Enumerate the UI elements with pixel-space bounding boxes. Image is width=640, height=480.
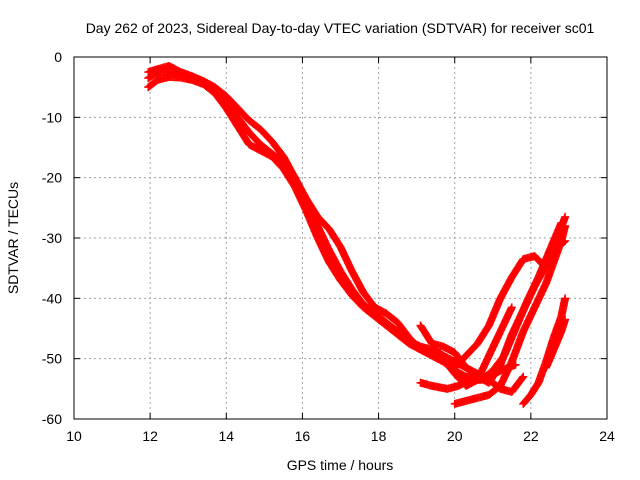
data-point — [519, 372, 528, 381]
grid-lines — [74, 57, 607, 419]
y-axis-label: SDTVAR / TECUs — [5, 182, 21, 294]
chart-title: Day 262 of 2023, Sidereal Day-to-day VTE… — [86, 20, 595, 36]
data-point — [507, 303, 516, 312]
y-tick-labels: 0 -10 -20 -30 -40 -50 -60 — [42, 49, 62, 427]
x-axis-label: GPS time / hours — [287, 457, 394, 473]
data-point — [561, 294, 570, 303]
x-tick-label: 20 — [447, 428, 463, 444]
series-track-9 — [542, 315, 570, 372]
y-tick-label: -10 — [42, 109, 62, 125]
series-track-3 — [144, 62, 516, 390]
y-tick-label: -50 — [42, 351, 62, 367]
y-tick-label: 0 — [54, 49, 62, 65]
y-tick-label: -40 — [42, 290, 62, 306]
series-track-7 — [450, 221, 570, 408]
x-tick-labels: 10 12 14 16 18 20 22 24 — [66, 428, 615, 444]
x-tick-label: 14 — [218, 428, 234, 444]
data-point — [561, 315, 570, 324]
data-marks — [144, 62, 570, 408]
y-tick-label: -60 — [42, 411, 62, 427]
x-tick-label: 24 — [599, 428, 615, 444]
data-point — [561, 212, 570, 221]
y-tick-label: -30 — [42, 230, 62, 246]
data-point — [518, 373, 527, 382]
data-point — [561, 221, 570, 230]
series-track-6 — [416, 218, 566, 393]
series-track-8 — [519, 294, 570, 408]
x-tick-label: 18 — [371, 428, 387, 444]
axis-ticks — [73, 56, 608, 420]
x-tick-label: 22 — [523, 428, 539, 444]
y-tick-label: -20 — [42, 170, 62, 186]
x-tick-label: 16 — [295, 428, 311, 444]
x-tick-label: 12 — [142, 428, 158, 444]
x-tick-label: 10 — [66, 428, 82, 444]
